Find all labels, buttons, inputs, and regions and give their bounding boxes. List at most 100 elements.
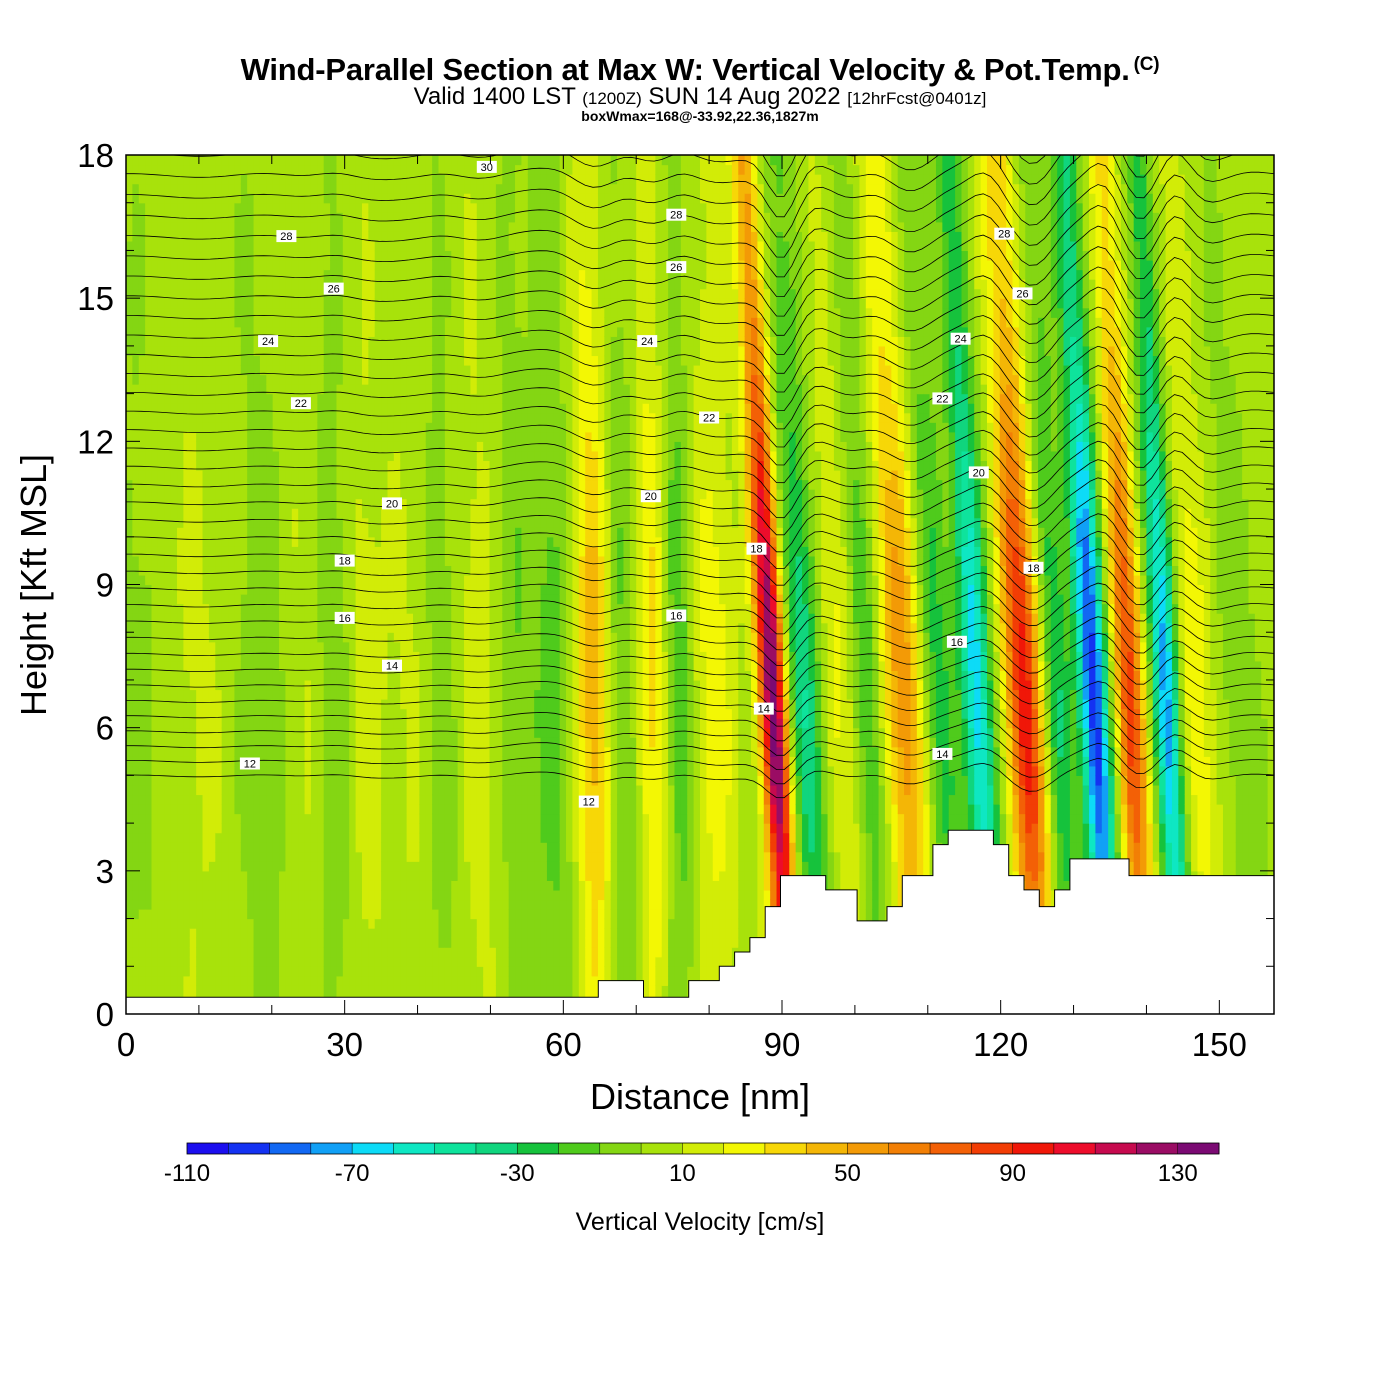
velocity-cell [336,546,344,557]
velocity-cell [145,670,153,681]
velocity-cell [413,689,420,700]
velocity-cell [310,259,318,271]
velocity-cell [240,870,248,881]
velocity-cell [432,689,440,700]
velocity-cell [336,708,344,719]
velocity-cell [259,279,267,290]
velocity-cell [145,174,153,185]
velocity-cell [291,804,299,815]
velocity-cell [272,527,280,538]
velocity-cell [138,403,146,414]
velocity-cell [208,355,216,366]
velocity-cell [240,384,248,395]
velocity-cell [374,613,382,624]
velocity-cell [464,737,471,748]
velocity-cell [323,909,331,920]
velocity-cell [387,899,395,910]
velocity-cell [393,202,401,213]
velocity-cell [317,975,325,986]
velocity-cell [145,469,153,481]
velocity-cell [317,269,325,280]
velocity-cell [438,947,446,958]
velocity-cell [202,775,210,786]
velocity-cell [419,355,427,366]
velocity-cell [438,469,446,481]
velocity-cell [272,489,280,500]
velocity-cell [438,193,446,204]
velocity-cell [310,613,318,624]
velocity-cell [221,613,229,624]
velocity-cell [323,555,331,567]
velocity-cell [444,422,452,433]
velocity-cell [253,870,261,881]
velocity-cell [196,374,204,385]
velocity-cell [393,918,401,929]
velocity-cell [438,594,446,605]
velocity-cell [368,221,376,232]
velocity-cell [381,326,389,337]
velocity-cell [208,240,216,252]
velocity-cell [438,183,446,194]
velocity-cell [438,288,446,299]
velocity-cell [138,918,146,929]
velocity-cell [285,546,293,557]
velocity-cell [438,431,446,442]
velocity-cell [183,909,191,920]
velocity-cell [272,517,280,528]
velocity-cell [285,279,293,290]
velocity-cell [355,870,363,881]
velocity-cell [259,823,267,834]
velocity-cell [336,393,344,404]
velocity-cell [406,508,414,519]
velocity-cell [164,823,172,834]
velocity-cell [145,431,153,442]
velocity-cell [253,279,261,290]
velocity-cell [419,937,427,948]
velocity-cell [183,794,191,805]
velocity-cell [355,918,363,929]
velocity-cell [132,718,140,729]
velocity-cell [438,584,446,595]
velocity-cell [361,708,369,719]
velocity-cell [177,823,184,834]
velocity-cell [361,546,369,557]
velocity-cell [285,804,293,815]
velocity-cell [361,574,369,586]
velocity-cell [164,603,172,614]
velocity-cell [406,804,414,815]
velocity-cell [145,928,153,939]
velocity-cell [126,479,133,490]
velocity-cell [451,298,459,309]
velocity-cell [425,298,433,309]
velocity-cell [189,937,197,948]
velocity-cell [177,651,184,662]
velocity-cell [234,909,242,920]
velocity-cell [470,412,478,423]
velocity-cell [228,718,236,729]
velocity-cell [419,565,427,576]
velocity-cell [413,536,420,547]
velocity-cell [183,288,191,299]
velocity-cell [400,345,408,357]
velocity-cell [298,374,306,385]
velocity-cell [413,498,420,509]
velocity-cell [457,393,465,404]
velocity-cell [272,832,280,843]
velocity-cell [432,364,440,376]
velocity-cell [393,536,401,547]
velocity-cell [342,909,350,920]
velocity-cell [464,412,471,423]
velocity-cell [285,288,293,299]
velocity-cell [413,231,420,242]
velocity-cell [457,336,465,347]
velocity-cell [272,880,280,891]
velocity-cell [393,632,401,643]
velocity-cell [221,928,229,939]
velocity-cell [438,699,446,710]
velocity-cell [451,374,459,385]
velocity-cell [310,880,318,891]
velocity-cell [240,317,248,328]
velocity-cell [323,298,331,309]
velocity-cell [413,641,420,652]
velocity-cell [138,966,146,977]
